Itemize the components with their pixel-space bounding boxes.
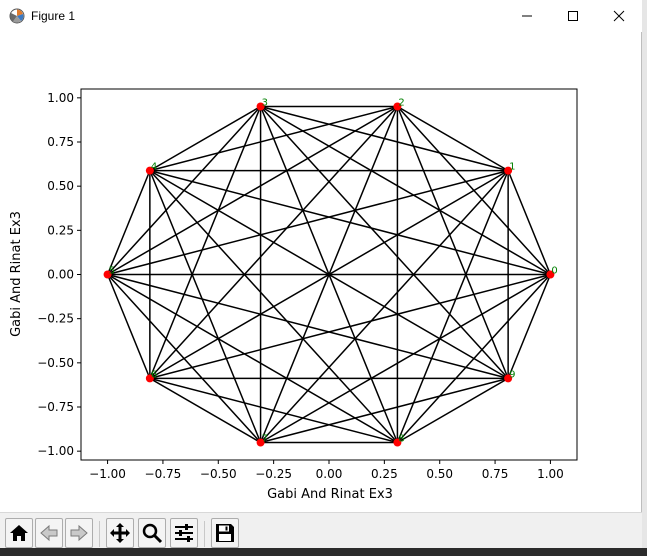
x-tick-label: 0.00 xyxy=(316,467,343,481)
y-tick-label: 0.50 xyxy=(47,179,74,193)
nodes-group xyxy=(103,102,555,447)
back-arrow-icon xyxy=(40,524,58,542)
edge-5-8 xyxy=(107,273,398,444)
node-label-5: 5 xyxy=(109,266,115,277)
node-7 xyxy=(256,438,265,447)
edge-4-5 xyxy=(106,170,151,275)
figure-canvas[interactable]: 0 1 2 3 4 5 6 7 8 9 −1.00 −0.75 −0.50 −0.25 0.00 0.25 0… xyxy=(0,32,642,512)
maximize-button[interactable] xyxy=(550,0,596,32)
edge-1-2 xyxy=(397,105,509,172)
chart[interactable]: 0 1 2 3 4 5 6 7 8 9 −1.00 −0.75 −0.50 −0.25 0.00 0.25 0… xyxy=(0,32,642,512)
x-tick-label: −0.75 xyxy=(145,467,182,481)
y-tick-label: −0.25 xyxy=(37,312,74,326)
taskbar-strip xyxy=(0,548,647,556)
close-icon xyxy=(613,10,625,22)
node-labels-group: 0 1 2 3 4 5 6 7 8 9 xyxy=(109,97,558,444)
minimize-button[interactable] xyxy=(504,0,550,32)
y-tick-label: 0.25 xyxy=(47,223,74,237)
y-tick-label: 0.00 xyxy=(47,268,74,282)
edge-5-7 xyxy=(107,273,262,444)
x-axis-label: Gabi And Rinat Ex3 xyxy=(267,487,393,502)
edge-0-1 xyxy=(507,170,552,275)
edges-group xyxy=(106,105,552,444)
x-axis: −1.00 −0.75 −0.50 −0.25 0.00 0.25 0.50 0.75 1.00 xyxy=(89,460,564,481)
y-tick-label: 0.75 xyxy=(47,135,74,149)
edge-0-9 xyxy=(507,274,552,379)
edge-0-3 xyxy=(260,105,551,276)
edge-3-4 xyxy=(149,105,261,172)
edge-6-8 xyxy=(149,377,398,444)
y-axis-label: Gabi And Rinat Ex3 xyxy=(9,211,24,337)
y-tick-label: 1.00 xyxy=(47,91,74,105)
edge-4-8 xyxy=(149,170,398,444)
edge-3-6 xyxy=(149,106,262,379)
x-tick-label: 0.25 xyxy=(371,467,398,481)
node-0 xyxy=(546,270,555,279)
x-tick-label: −1.00 xyxy=(89,467,126,481)
node-1 xyxy=(504,166,513,175)
toolbar-separator xyxy=(99,521,100,547)
edge-2-5 xyxy=(107,105,398,276)
edge-1-8 xyxy=(396,170,509,443)
x-tick-label: −0.25 xyxy=(255,467,292,481)
edge-8-9 xyxy=(397,377,509,444)
title-bar[interactable]: Figure 1 xyxy=(0,0,642,32)
node-2 xyxy=(393,102,402,111)
node-9 xyxy=(504,374,513,383)
home-button[interactable] xyxy=(5,518,33,548)
node-5 xyxy=(103,270,112,279)
node-label-6: 6 xyxy=(151,369,157,380)
node-label-0: 0 xyxy=(551,266,557,277)
home-icon xyxy=(10,525,28,541)
x-tick-label: 0.75 xyxy=(482,467,509,481)
window-title: Figure 1 xyxy=(31,9,76,23)
forward-button[interactable] xyxy=(65,518,93,548)
edge-5-6 xyxy=(106,274,151,379)
node-6 xyxy=(145,374,154,383)
y-axis: −1.00 −0.75 −0.50 −0.25 0.00 0.25 0.50 0.75 1.00 xyxy=(37,91,81,458)
maximize-icon xyxy=(568,11,578,21)
window-edge xyxy=(642,0,647,556)
save-button[interactable] xyxy=(211,518,239,548)
node-label-7: 7 xyxy=(262,434,268,445)
matplotlib-icon xyxy=(9,8,25,24)
sliders-icon xyxy=(175,524,193,542)
edge-5-9 xyxy=(107,273,509,380)
magnifier-icon xyxy=(142,523,163,544)
node-label-2: 2 xyxy=(398,97,404,108)
node-4 xyxy=(145,166,154,175)
node-label-9: 9 xyxy=(509,369,515,380)
edge-0-7 xyxy=(260,273,551,444)
zoom-button[interactable] xyxy=(138,518,166,548)
toolbar-separator xyxy=(204,521,205,547)
close-button[interactable] xyxy=(596,0,642,32)
minimize-icon xyxy=(522,15,532,17)
back-button[interactable] xyxy=(35,518,63,548)
edge-6-7 xyxy=(149,377,261,444)
configure-subplots-button[interactable] xyxy=(170,518,198,548)
x-tick-label: 0.50 xyxy=(426,467,453,481)
node-label-4: 4 xyxy=(151,162,157,173)
move-icon xyxy=(110,523,130,543)
node-8 xyxy=(393,438,402,447)
forward-arrow-icon xyxy=(70,524,88,542)
edge-4-7 xyxy=(149,170,262,443)
node-label-8: 8 xyxy=(398,434,404,445)
node-3 xyxy=(256,102,265,111)
node-label-3: 3 xyxy=(262,97,268,108)
node-label-1: 1 xyxy=(509,162,515,173)
edge-2-9 xyxy=(396,106,509,379)
y-tick-label: −1.00 xyxy=(37,444,74,458)
pan-button[interactable] xyxy=(106,518,134,548)
y-tick-label: −0.75 xyxy=(37,400,74,414)
x-tick-label: 1.00 xyxy=(537,467,564,481)
edge-3-9 xyxy=(260,105,509,379)
x-tick-label: −0.50 xyxy=(200,467,237,481)
y-tick-label: −0.50 xyxy=(37,356,74,370)
edge-7-9 xyxy=(260,377,509,444)
floppy-disk-icon xyxy=(216,524,234,542)
edge-4-9 xyxy=(149,169,509,380)
